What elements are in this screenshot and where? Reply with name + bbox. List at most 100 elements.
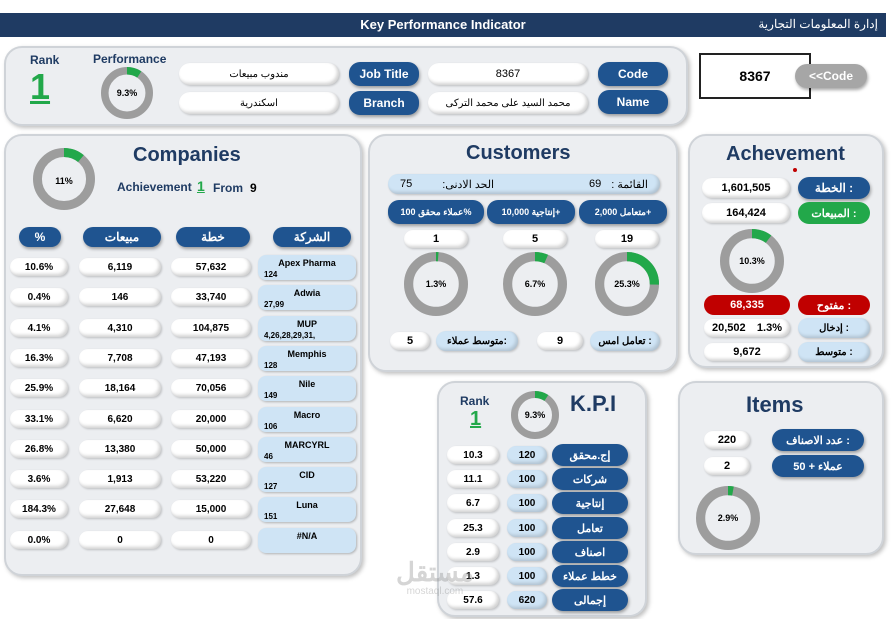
kpi-actual: 1.3 — [447, 567, 499, 585]
kpi-actual: 6.7 — [447, 494, 499, 512]
achievement-donut — [720, 229, 784, 293]
performance-donut — [101, 67, 153, 119]
companies-donut-percent: 11% — [55, 176, 73, 186]
avg-clients-label: متوسط عملاء: — [436, 331, 518, 351]
company-name: MUP — [297, 319, 317, 329]
branch-label: Branch — [349, 91, 419, 115]
company-codes: 4,26,28,29,31, — [264, 331, 316, 340]
company-sales: 27,648 — [79, 500, 161, 518]
company-name-cell: #N/A — [258, 528, 356, 553]
company-name: #N/A — [296, 531, 318, 541]
kpi-actual: 11.1 — [447, 470, 499, 488]
items-donut-percent: 2.9% — [717, 513, 739, 523]
company-sales: 0 — [79, 531, 161, 549]
donut-progress — [101, 67, 153, 119]
company-sales: 7,708 — [79, 349, 161, 367]
company-name: Luna — [296, 500, 318, 510]
company-name: Macro — [293, 410, 321, 420]
sales-label: المبيعات : — [798, 202, 870, 224]
company-percent: 4.1% — [10, 319, 68, 337]
brand-title: إدارة المعلومات التجارية — [758, 17, 878, 31]
kpi-rank-label: Rank — [460, 394, 490, 408]
col-header-company: الشركة — [273, 227, 351, 247]
kpi-rank-value: 1 — [470, 408, 482, 430]
company-name-cell: MARCYRL 46 — [258, 437, 356, 462]
rank-label: Rank — [30, 53, 60, 67]
customers-metric-label: متعامل 2,000+ — [579, 200, 667, 224]
donut-progress — [720, 229, 784, 293]
clients50-label: عملاء + 50 — [772, 455, 864, 477]
name-field: محمد السيد على محمد التركى — [428, 92, 588, 114]
donut-progress — [511, 391, 559, 439]
customers-metric-value: 1 — [404, 230, 468, 248]
watermark-text: مستقل — [396, 557, 474, 587]
company-plan: 33,740 — [171, 288, 251, 306]
kpi-target: 620 — [507, 591, 547, 609]
company-name: Memphis — [287, 349, 327, 359]
watermark-sub: mostaql.com — [406, 586, 464, 597]
achievement-donut-percent: 10.3% — [739, 256, 765, 266]
entry-label: إدخال : — [798, 318, 870, 338]
yesterday-label: تعامل امس : — [590, 331, 660, 351]
company-name: Adwia — [293, 288, 321, 298]
kpi-actual: 25.3 — [447, 519, 499, 537]
kpi-actual: 2.9 — [447, 543, 499, 561]
company-name: Apex Pharma — [278, 258, 336, 268]
achievement-value: 1 — [197, 178, 205, 194]
items-count-value: 220 — [704, 431, 750, 449]
kpi-target: 100 — [507, 567, 547, 585]
company-codes: 128 — [264, 361, 278, 370]
customers-metric-value: 19 — [595, 230, 659, 248]
customers-list-label: القائمة : — [611, 178, 648, 191]
sales-value: 164,424 — [702, 203, 790, 223]
customers-metric-percent: 25.3% — [614, 279, 640, 289]
entry-value-box: 20,502 1.3% — [704, 319, 790, 337]
customers-metric-donut — [595, 252, 659, 316]
page-title: Key Performance Indicator — [360, 17, 526, 32]
company-percent: 184.3% — [10, 500, 68, 518]
entry-value: 20,502 — [712, 322, 746, 334]
plan-label: الخطة : — [798, 177, 870, 199]
company-sales: 1,913 — [79, 470, 161, 488]
watermark-logo: مستقل mostaql.com — [396, 558, 474, 597]
col-header-sales: مبيعات — [83, 227, 161, 247]
company-name-cell: Apex Pharma 124 — [258, 255, 356, 280]
customers-metric-value: 5 — [503, 230, 567, 248]
from-value: 9 — [250, 181, 257, 195]
company-percent: 25.9% — [10, 379, 68, 397]
company-sales: 6,119 — [79, 258, 161, 276]
company-plan: 70,056 — [171, 379, 251, 397]
companies-donut — [32, 147, 96, 211]
company-plan: 53,220 — [171, 470, 251, 488]
col-header-plan: خطة — [176, 227, 250, 247]
customers-metric-label: إنتاجية 10,000+ — [487, 200, 575, 224]
code-lookup-input[interactable]: 8367 — [699, 53, 811, 99]
yesterday-value: 9 — [537, 332, 583, 350]
customers-metric-donut — [404, 252, 468, 316]
plan-value: 1,601,505 — [702, 178, 790, 198]
kpi-donut — [511, 391, 559, 439]
kpi-label: إج.محقق — [552, 444, 628, 466]
customers-metric-donut — [503, 252, 567, 316]
items-donut — [696, 486, 760, 550]
kpi-target: 100 — [507, 519, 547, 537]
kpi-label: إجمالى — [552, 589, 628, 611]
company-sales: 146 — [79, 288, 161, 306]
achievement-title: Achevement — [726, 143, 845, 165]
companies-title: Companies — [133, 144, 241, 166]
donut-progress — [404, 252, 468, 316]
company-plan: 47,193 — [171, 349, 251, 367]
company-name-cell: Adwia 27,99 — [258, 285, 356, 310]
company-percent: 33.1% — [10, 410, 68, 428]
name-label: Name — [598, 90, 668, 114]
code-lookup-button[interactable]: <<Code — [795, 64, 867, 88]
kpi-target: 100 — [507, 494, 547, 512]
code-field: 8367 — [428, 63, 588, 85]
performance-percent: 9.3% — [116, 88, 138, 98]
company-plan: 15,000 — [171, 500, 251, 518]
company-sales: 6,620 — [79, 410, 161, 428]
company-sales: 4,310 — [79, 319, 161, 337]
company-plan: 50,000 — [171, 440, 251, 458]
job-title-field: مندوب مبيعات — [179, 63, 339, 85]
code-label: Code — [598, 62, 668, 86]
